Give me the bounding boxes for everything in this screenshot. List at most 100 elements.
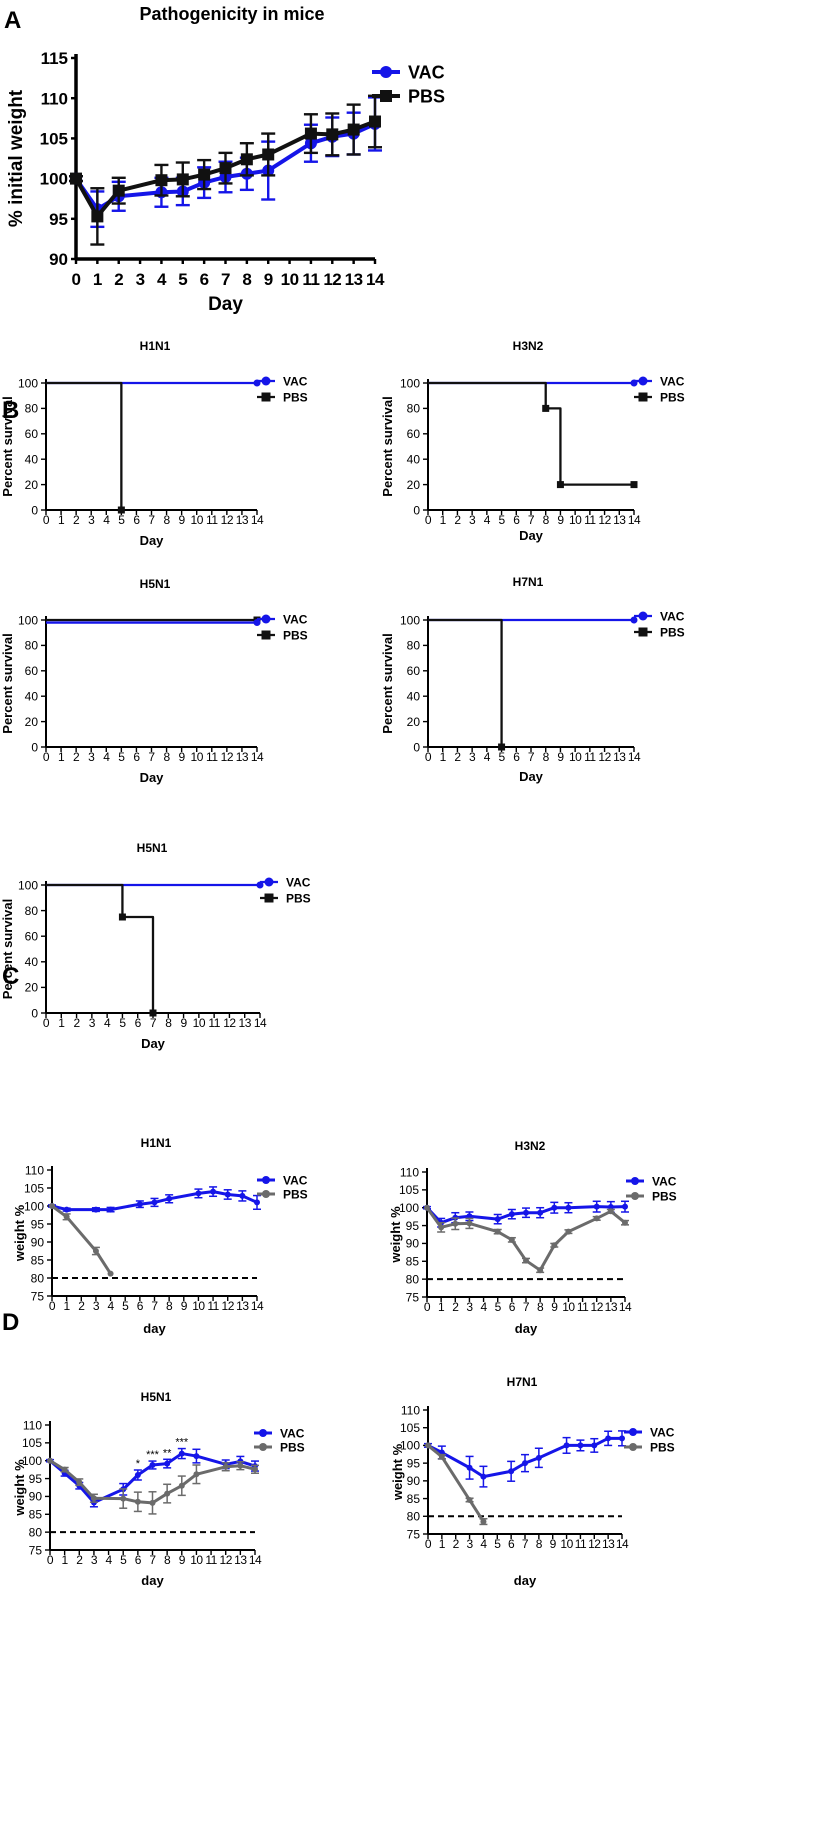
x-tick-label: 1 (58, 750, 65, 764)
legend-swatch-marker (380, 66, 392, 78)
y-tick-label: 20 (25, 981, 39, 995)
panel-letter-d: D (2, 1309, 19, 1336)
x-tick-label: 2 (452, 1300, 459, 1314)
x-tick-label: 10 (281, 270, 299, 289)
y-tick-label: 0 (413, 503, 420, 517)
data-point (49, 1203, 55, 1209)
legend-swatch-marker (259, 1443, 267, 1451)
x-tick-label: 7 (149, 1553, 156, 1567)
x-tick-label: 6 (513, 750, 520, 764)
legend-label: PBS (660, 625, 685, 639)
y-tick-label: 80 (25, 402, 39, 416)
y-tick-label: 100 (400, 613, 420, 627)
data-point (466, 1496, 473, 1503)
data-point (438, 1453, 445, 1460)
x-tick-label: 9 (179, 750, 186, 764)
y-tick-label: 110 (41, 89, 68, 108)
y-tick-label: 20 (407, 715, 421, 729)
x-tick-label: 11 (206, 513, 218, 527)
x-tick-label: 9 (551, 1300, 558, 1314)
y-tick-label: 0 (31, 740, 38, 754)
data-point (607, 1208, 614, 1215)
legend-swatch-marker (261, 376, 271, 386)
x-tick-label: 10 (569, 513, 582, 527)
y-tick-label: 100 (18, 878, 38, 892)
x-tick-label: 11 (205, 1553, 217, 1567)
y-tick-label: 90 (29, 1490, 43, 1504)
x-tick-label: 2 (73, 1016, 80, 1030)
x-tick-label: 7 (148, 750, 155, 764)
legend-label: PBS (650, 1440, 675, 1454)
legend: VAC PBS (260, 875, 311, 905)
x-tick-label: 11 (584, 513, 596, 527)
data-point (593, 1203, 600, 1210)
y-tick-label: 90 (406, 1237, 420, 1251)
y-tick-label: 105 (400, 1421, 420, 1435)
x-tick-label: 5 (495, 1300, 502, 1314)
y-tick-label: 105 (399, 1183, 419, 1197)
data-point (565, 1204, 572, 1211)
series-line (428, 381, 634, 486)
significance-annotation: *** (175, 1437, 189, 1449)
x-tick-label: 2 (453, 1537, 460, 1551)
x-tick-label: 5 (498, 750, 505, 764)
data-point (107, 1270, 114, 1277)
y-tick-label: 85 (31, 1253, 45, 1267)
series-pbs (425, 1442, 488, 1526)
x-tick-label: 9 (179, 1553, 186, 1567)
x-axis-label: day (515, 1321, 538, 1336)
y-tick-label: 80 (407, 402, 421, 416)
x-tick-label: 4 (480, 1537, 487, 1551)
y-tick-label: 75 (29, 1543, 43, 1557)
x-tick-label: 8 (543, 750, 550, 764)
series-line (427, 1444, 485, 1523)
x-tick-label: 0 (43, 513, 50, 527)
legend-swatch-marker (631, 1192, 639, 1200)
data-point (563, 1442, 570, 1449)
legend-label: VAC (660, 609, 685, 623)
y-tick-label: 40 (25, 690, 39, 704)
data-point (155, 174, 168, 187)
chart-title: H7N1 (513, 575, 544, 589)
chart-title: H1N1 (140, 339, 171, 353)
legend-swatch-marker (261, 614, 271, 624)
x-tick-label: 5 (118, 750, 125, 764)
data-point (304, 127, 317, 140)
x-tick-label: 8 (543, 513, 550, 527)
x-tick-label: 6 (135, 1016, 142, 1030)
data-point (498, 743, 506, 751)
x-tick-label: 2 (114, 270, 123, 289)
x-axis-label: Day (140, 533, 165, 548)
x-tick-label: 3 (466, 1300, 473, 1314)
data-point (523, 1257, 529, 1264)
x-axis-label: day (141, 1573, 164, 1588)
data-point (254, 1199, 260, 1206)
data-point (219, 162, 232, 175)
legend-swatch-marker (629, 1443, 637, 1451)
y-tick-label: 0 (31, 1006, 38, 1020)
y-axis-label: weight % (388, 1206, 403, 1264)
data-point (239, 1192, 246, 1199)
y-tick-label: 100 (18, 376, 38, 390)
data-point (466, 1220, 473, 1227)
x-tick-label: 4 (107, 1299, 114, 1313)
y-axis-label: Percent survival (0, 633, 15, 733)
x-tick-label: 6 (137, 1299, 144, 1313)
x-tick-label: 11 (584, 750, 596, 764)
legend-swatch-marker (262, 1190, 270, 1198)
y-tick-label: 105 (24, 1181, 44, 1195)
x-tick-label: 1 (62, 1553, 69, 1567)
x-tick-label: 0 (425, 750, 432, 764)
x-tick-label: 6 (133, 750, 140, 764)
x-tick-label: 10 (560, 1537, 573, 1551)
data-point (134, 1498, 141, 1505)
data-point (224, 1191, 231, 1198)
data-point (537, 1267, 544, 1274)
x-tick-label: 1 (58, 1016, 65, 1030)
data-point (120, 1495, 127, 1502)
